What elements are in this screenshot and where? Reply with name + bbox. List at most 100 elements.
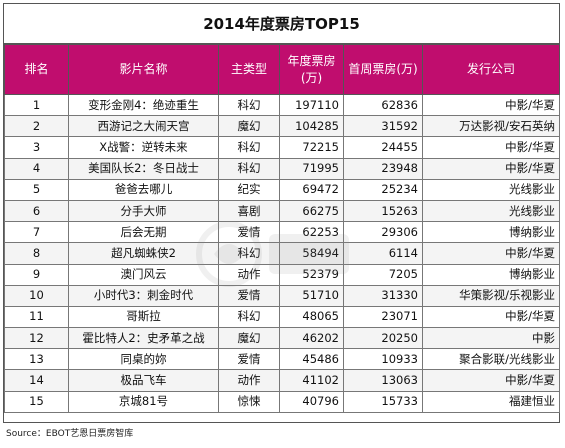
cell-rank: 15 — [4, 390, 69, 413]
table-row: 2 西游记之大闹天宫 魔幻 104285 31592 万达影视/安石英纳 — [4, 115, 560, 138]
table-row: 7 后会无期 爱情 62253 29306 博纳影业 — [4, 221, 560, 244]
cell-film: 变形金刚4：绝迹重生 — [68, 93, 219, 117]
cell-annual: 51710 — [279, 284, 344, 307]
cell-annual: 69472 — [279, 178, 344, 201]
cell-distributor: 中影 — [422, 327, 560, 350]
cell-film: 哥斯拉 — [68, 305, 219, 329]
cell-annual: 58494 — [279, 242, 344, 265]
table-row: 14 极品飞车 动作 41102 13063 中影/华夏 — [4, 369, 560, 392]
cell-film: 同桌的妳 — [68, 348, 219, 371]
cell-rank: 8 — [4, 242, 69, 265]
header-genre: 主类型 — [218, 44, 280, 95]
cell-genre: 动作 — [218, 369, 280, 392]
cell-annual: 45486 — [279, 348, 344, 371]
cell-film: 极品飞车 — [68, 369, 219, 392]
cell-first-week: 31330 — [343, 284, 423, 307]
cell-rank: 10 — [4, 284, 69, 307]
table-frame: 2014年度票房TOP15 排名 影片名称 主类型 年度票房(万) 首周票房(万… — [3, 3, 560, 423]
cell-distributor: 中影/华夏 — [422, 369, 560, 392]
cell-annual: 197110 — [279, 93, 344, 117]
cell-genre: 科幻 — [218, 157, 280, 180]
source-note: Source：EBOT艺恩日票房智库 — [6, 429, 134, 439]
cell-annual: 66275 — [279, 199, 344, 223]
cell-film: 美国队长2：冬日战士 — [68, 157, 219, 180]
cell-distributor: 中影/华夏 — [422, 305, 560, 329]
cell-first-week: 6114 — [343, 242, 423, 265]
cell-film: 西游记之大闹天宫 — [68, 115, 219, 138]
cell-distributor: 中影/华夏 — [422, 242, 560, 265]
header-first-week: 首周票房(万) — [343, 44, 423, 95]
cell-rank: 6 — [4, 199, 69, 223]
cell-film: 后会无期 — [68, 221, 219, 244]
table-row: 8 超凡蜘蛛侠2 科幻 58494 6114 中影/华夏 — [4, 242, 560, 265]
cell-film: 分手大师 — [68, 199, 219, 223]
cell-annual: 40796 — [279, 390, 344, 413]
cell-rank: 12 — [4, 327, 69, 350]
cell-genre: 科幻 — [218, 305, 280, 329]
table-row: 3 X战警：逆转未来 科幻 72215 24455 中影/华夏 — [4, 136, 560, 159]
cell-rank: 14 — [4, 369, 69, 392]
table-row: 9 澳门风云 动作 52379 7205 博纳影业 — [4, 263, 560, 286]
cell-distributor: 万达影视/安石英纳 — [422, 115, 560, 138]
table-row: 6 分手大师 喜剧 66275 15263 光线影业 — [4, 199, 560, 223]
cell-rank: 7 — [4, 221, 69, 244]
cell-genre: 爱情 — [218, 348, 280, 371]
cell-first-week: 15733 — [343, 390, 423, 413]
cell-genre: 纪实 — [218, 178, 280, 201]
cell-distributor: 光线影业 — [422, 199, 560, 223]
box-office-table: 排名 影片名称 主类型 年度票房(万) 首周票房(万) 发行公司 1 变形金刚4：… — [4, 44, 560, 413]
cell-distributor: 中影/华夏 — [422, 157, 560, 180]
header-distributor: 发行公司 — [422, 44, 560, 95]
cell-rank: 4 — [4, 157, 69, 180]
cell-genre: 科幻 — [218, 136, 280, 159]
table-row: 1 变形金刚4：绝迹重生 科幻 197110 62836 中影/华夏 — [4, 93, 560, 117]
cell-annual: 104285 — [279, 115, 344, 138]
cell-annual: 46202 — [279, 327, 344, 350]
cell-genre: 魔幻 — [218, 115, 280, 138]
cell-genre: 动作 — [218, 263, 280, 286]
cell-film: 爸爸去哪儿 — [68, 178, 219, 201]
cell-genre: 科幻 — [218, 93, 280, 117]
cell-rank: 2 — [4, 115, 69, 138]
table-row: 10 小时代3：刺金时代 爱情 51710 31330 华策影视/乐视影业 — [4, 284, 560, 307]
cell-annual: 48065 — [279, 305, 344, 329]
cell-rank: 5 — [4, 178, 69, 201]
cell-first-week: 29306 — [343, 221, 423, 244]
cell-first-week: 20250 — [343, 327, 423, 350]
cell-film: X战警：逆转未来 — [68, 136, 219, 159]
table-row: 4 美国队长2：冬日战士 科幻 71995 23948 中影/华夏 — [4, 157, 560, 180]
cell-genre: 爱情 — [218, 284, 280, 307]
cell-film: 澳门风云 — [68, 263, 219, 286]
table-title: 2014年度票房TOP15 — [4, 4, 559, 44]
cell-first-week: 23071 — [343, 305, 423, 329]
cell-film: 霍比特人2：史矛革之战 — [68, 327, 219, 350]
table-row: 12 霍比特人2：史矛革之战 魔幻 46202 20250 中影 — [4, 327, 560, 350]
cell-first-week: 15263 — [343, 199, 423, 223]
cell-genre: 喜剧 — [218, 199, 280, 223]
cell-first-week: 7205 — [343, 263, 423, 286]
cell-rank: 3 — [4, 136, 69, 159]
table-row: 13 同桌的妳 爱情 45486 10933 聚合影联/光线影业 — [4, 348, 560, 371]
cell-distributor: 聚合影联/光线影业 — [422, 348, 560, 371]
cell-distributor: 华策影视/乐视影业 — [422, 284, 560, 307]
cell-annual: 72215 — [279, 136, 344, 159]
header-annual: 年度票房(万) — [279, 44, 344, 95]
cell-annual: 62253 — [279, 221, 344, 244]
cell-rank: 9 — [4, 263, 69, 286]
cell-film: 京城81号 — [68, 390, 219, 413]
cell-distributor: 中影/华夏 — [422, 93, 560, 117]
cell-genre: 科幻 — [218, 242, 280, 265]
table-row: 11 哥斯拉 科幻 48065 23071 中影/华夏 — [4, 305, 560, 329]
cell-first-week: 13063 — [343, 369, 423, 392]
cell-first-week: 62836 — [343, 93, 423, 117]
cell-film: 超凡蜘蛛侠2 — [68, 242, 219, 265]
cell-distributor: 福建恒业 — [422, 390, 560, 413]
cell-distributor: 博纳影业 — [422, 263, 560, 286]
cell-rank: 11 — [4, 305, 69, 329]
cell-first-week: 31592 — [343, 115, 423, 138]
cell-distributor: 博纳影业 — [422, 221, 560, 244]
cell-annual: 41102 — [279, 369, 344, 392]
table-row: 15 京城81号 惊悚 40796 15733 福建恒业 — [4, 390, 560, 413]
cell-film: 小时代3：刺金时代 — [68, 284, 219, 307]
cell-genre: 爱情 — [218, 221, 280, 244]
